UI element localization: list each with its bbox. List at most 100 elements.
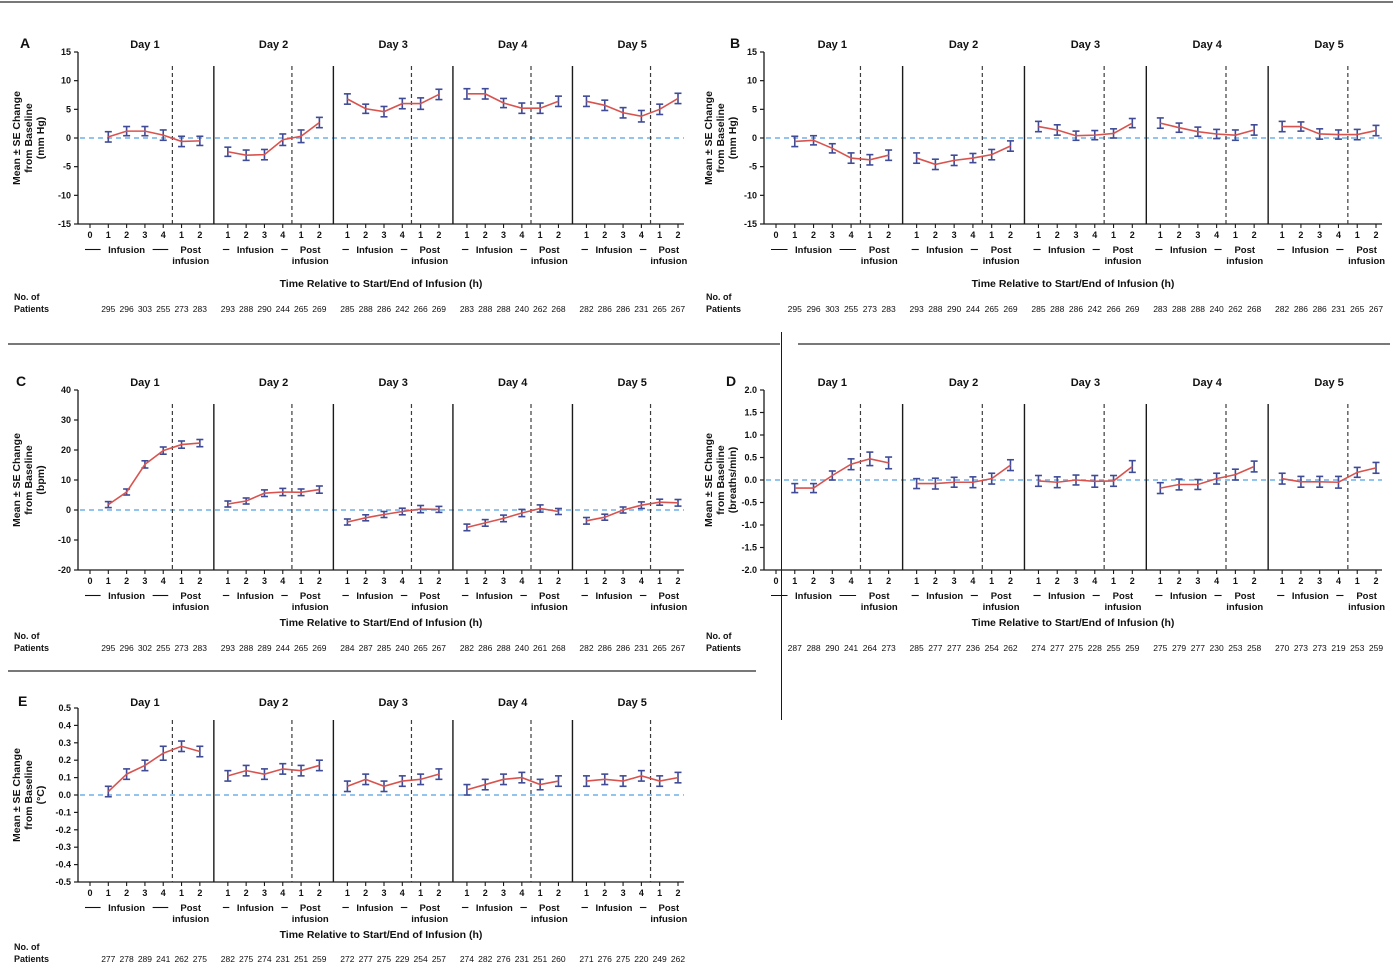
post-infusion-label: Post [1113,591,1134,602]
patient-count: 249 [653,954,667,964]
day-header: Day 5 [618,377,647,389]
post-infusion-label: Post [659,591,680,602]
x-tick-label: 1 [179,888,184,898]
patient-count: 259 [1369,643,1383,653]
x-tick-label: 1 [418,576,423,586]
patient-count: 229 [395,954,409,964]
patient-count: 264 [863,643,877,653]
post-infusion-label: Post [1234,591,1255,602]
post-infusion-label: infusion [1226,256,1263,267]
x-tick-label: 4 [1336,576,1341,586]
error-bars [1034,459,1136,489]
x-tick-label: 1 [792,230,797,240]
post-infusion-label: Post [1234,245,1255,256]
patient-count: 282 [579,304,593,314]
y-tick-label: -10 [58,535,71,545]
patients-row-label: Patients [706,304,741,314]
error-bars [913,140,1014,171]
error-bars [1278,461,1380,489]
error-bars [463,504,562,532]
x-tick-label: 2 [317,576,322,586]
patient-count: 283 [882,304,896,314]
patient-count: 251 [533,954,547,964]
post-infusion-label: Post [991,245,1012,256]
series-line [1160,465,1255,489]
patient-count: 231 [634,643,648,653]
patient-count: 286 [1294,304,1308,314]
patient-count: 275 [377,954,391,964]
error-bars [1278,120,1380,141]
patient-count: 286 [616,304,630,314]
x-tick-label: 2 [1008,230,1013,240]
y-tick-label: -0.5 [741,498,757,508]
patient-count: 244 [276,643,290,653]
patient-count: 282 [460,643,474,653]
post-infusion-label: infusion [650,256,687,267]
patient-count: 254 [414,954,428,964]
patient-count: 253 [1350,643,1364,653]
x-tick-label: 3 [501,576,506,586]
y-tick-label: -5 [749,162,757,172]
y-axis: 15 10 5 0 -5 -10 -15 [58,47,79,229]
patient-count: 265 [653,304,667,314]
patient-count: 288 [239,643,253,653]
post-infusion-label: infusion [1348,256,1385,267]
patient-count: 220 [634,954,648,964]
patient-count: 240 [1210,304,1224,314]
series-line [227,488,320,505]
panel-d-chart: D Mean ± SE Change from Baseline (breaths/m… [703,373,1385,653]
series-line [227,121,320,157]
post-infusion-label: Post [869,591,890,602]
x-tick-label: 2 [1130,576,1135,586]
x-tick-label: 1 [914,230,919,240]
x-tick-label: 1 [345,576,350,586]
x-tick-label: 2 [124,888,129,898]
y-axis-label: Mean ± SE Change [703,433,715,527]
post-infusion-label: infusion [983,256,1020,267]
x-tick-label: 2 [483,888,488,898]
y-axis-label: from Baseline [715,103,727,173]
y-tick-label: 30 [61,415,71,425]
y-axis: 2.0 1.5 1.0 0.5 0.0 -0.5 -1.0 -1.5 -2.0 [741,385,765,575]
series-line [1160,122,1255,136]
day-header: Day 2 [949,377,978,389]
series-line [1038,122,1133,137]
patient-count: 293 [910,304,924,314]
patient-count: 240 [515,304,529,314]
x-tick-label: 0 [87,576,92,586]
patient-count: 269 [432,304,446,314]
series-line [107,745,201,793]
x-tick-label: 1 [106,576,111,586]
patient-count: 288 [1191,304,1205,314]
series-line [1282,125,1377,136]
infusion-label: Infusion [356,903,393,914]
day-header: Day 3 [378,697,407,709]
x-tick-label: 3 [501,230,506,240]
patient-count: 266 [414,304,428,314]
patient-count: 277 [1050,643,1064,653]
x-tick-label: 2 [1252,576,1257,586]
patient-count: 293 [221,304,235,314]
y-tick-label: -2.0 [741,565,757,575]
patient-count: 275 [616,954,630,964]
x-tick-label: 1 [538,230,543,240]
infusion-label: Infusion [795,245,832,256]
patient-count: 260 [551,954,565,964]
series-line [227,764,320,777]
patient-count: 277 [947,643,961,653]
patient-count: 267 [671,304,685,314]
y-axis-label: from Baseline [715,445,727,515]
series-line [466,507,559,529]
x-tick-label: 2 [483,230,488,240]
patient-count: 257 [432,954,446,964]
patient-count: 255 [156,643,170,653]
y-tick-label: -15 [744,219,757,229]
x-tick-label: 2 [675,576,680,586]
